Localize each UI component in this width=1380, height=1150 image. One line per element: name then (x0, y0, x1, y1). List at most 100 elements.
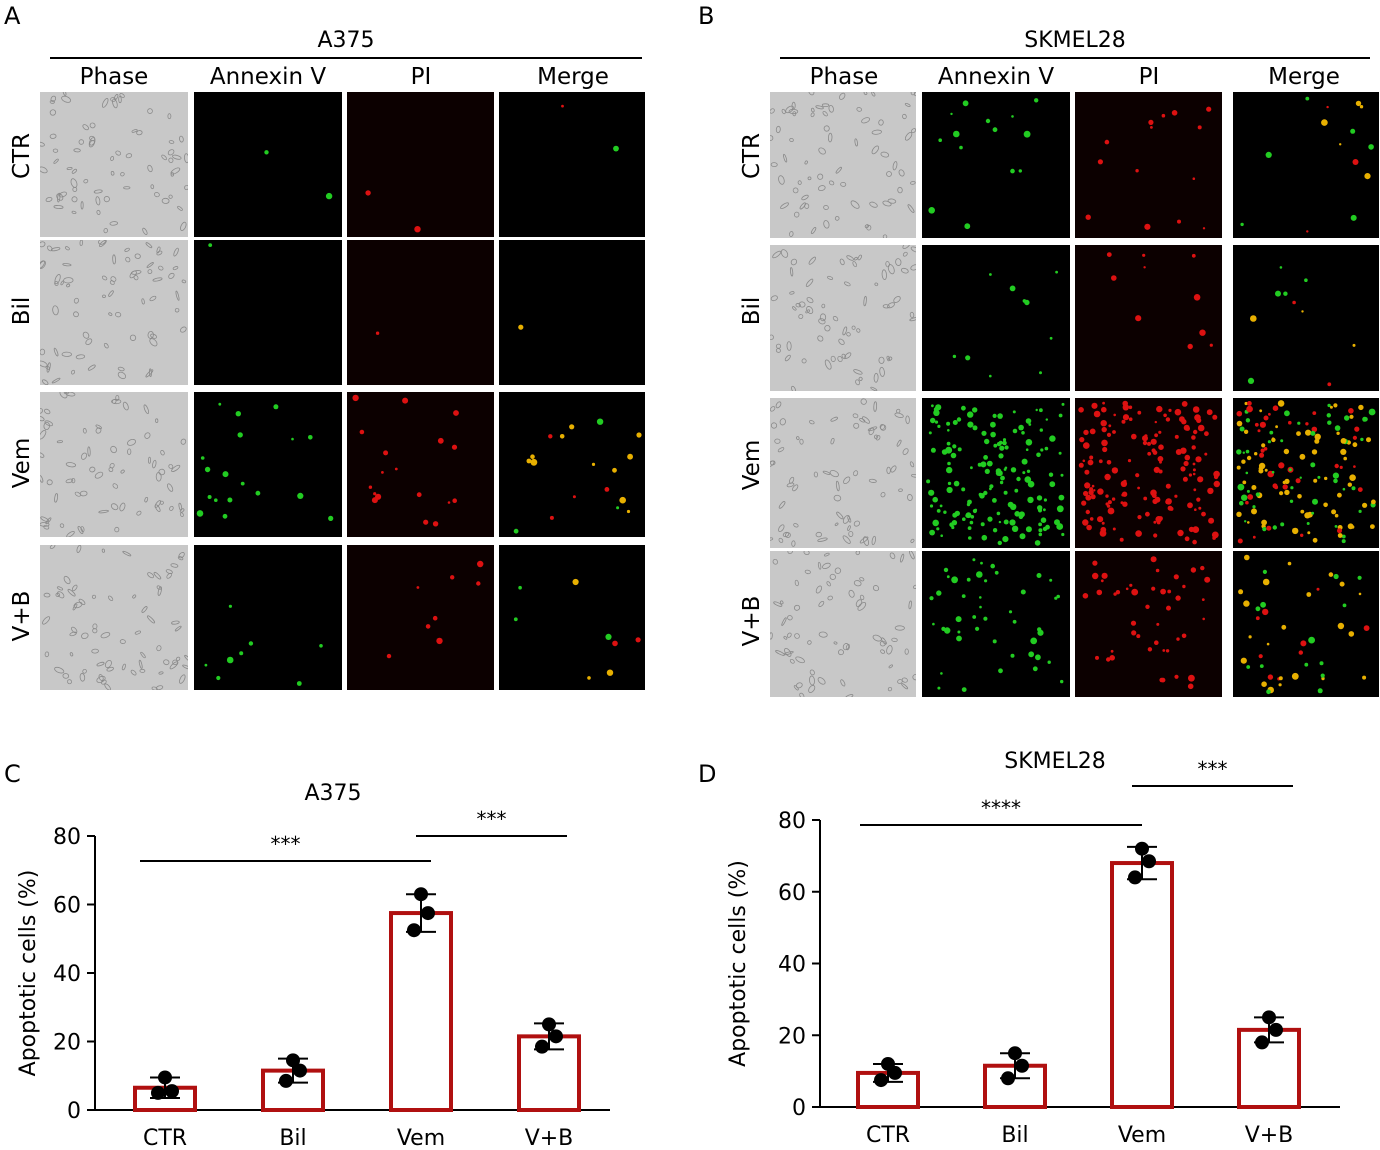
row-label-vb: V+B (739, 595, 765, 647)
micrograph-skmel28-vem-merge (1233, 398, 1379, 548)
x-tick-label: CTR (143, 1126, 187, 1150)
micrograph-skmel28-ctr-pi (1075, 92, 1222, 238)
micrograph-skmel28-vb-phase (770, 551, 916, 697)
data-point (1128, 870, 1142, 885)
x-tick-label: V+B (525, 1126, 574, 1150)
chart-title: SKMEL28 (1004, 749, 1106, 774)
micrograph-skmel28-ctr-annexin (922, 92, 1070, 238)
x-tick-label: Bil (1001, 1123, 1028, 1148)
data-point (165, 1084, 179, 1099)
micrograph-skmel28-bil-annexin (922, 245, 1070, 391)
significance-label: **** (981, 796, 1021, 820)
panel-b-title-rule (780, 57, 1370, 59)
y-tick-label: 0 (792, 1096, 806, 1121)
micrograph-a375-bil-annexin (194, 240, 342, 385)
data-point (1001, 1071, 1015, 1086)
micrograph-a375-vem-pi (347, 392, 494, 537)
row-label-ctr: CTR (9, 132, 35, 180)
data-point (1015, 1058, 1029, 1073)
data-point (421, 906, 435, 921)
col-label-pi: PI (410, 64, 432, 90)
x-tick-label: Vem (397, 1126, 445, 1150)
micrograph-skmel28-vb-merge (1233, 551, 1379, 697)
col-label-pi: PI (1138, 64, 1160, 90)
panel-a-title: A375 (317, 28, 375, 53)
y-tick-label: 20 (778, 1024, 806, 1049)
micrograph-a375-ctr-annexin (194, 92, 342, 237)
col-label-annexin: Annexin V (937, 64, 1055, 90)
row-label-ctr: CTR (739, 132, 765, 180)
micrograph-skmel28-vb-annexin (922, 551, 1070, 697)
y-tick-label: 40 (778, 953, 806, 978)
y-axis-label: Apoptotic cells (%) (16, 870, 41, 1077)
micrograph-a375-vb-pi (347, 545, 494, 690)
data-point (407, 923, 421, 938)
bar-vem (389, 911, 453, 1112)
y-tick-label: 40 (53, 962, 81, 987)
data-point (414, 887, 428, 902)
micrograph-skmel28-vem-phase (770, 398, 916, 548)
micrograph-a375-vb-merge (499, 545, 645, 690)
y-tick-label: 0 (67, 1099, 81, 1124)
col-label-merge: Merge (537, 64, 609, 90)
x-tick-label: CTR (866, 1123, 910, 1148)
micrograph-skmel28-ctr-phase (770, 92, 916, 238)
data-point (1142, 854, 1156, 869)
micrograph-a375-bil-phase (40, 240, 188, 385)
micrograph-a375-ctr-phase (40, 92, 188, 237)
micrograph-skmel28-bil-pi (1075, 245, 1222, 391)
y-tick-label: 80 (53, 825, 81, 850)
row-label-bil: Bil (739, 296, 765, 326)
data-point (535, 1039, 549, 1054)
data-point (1269, 1022, 1283, 1037)
col-label-phase: Phase (809, 64, 879, 90)
micrograph-skmel28-vem-annexin (922, 398, 1070, 548)
micrograph-a375-bil-merge (499, 240, 645, 385)
micrograph-skmel28-bil-merge (1233, 245, 1379, 391)
micrograph-skmel28-vem-pi (1075, 398, 1222, 548)
row-label-vem: Vem (739, 439, 765, 491)
y-tick-label: 80 (778, 809, 806, 834)
y-axis-label: Apoptotic cells (%) (726, 860, 751, 1067)
micrograph-skmel28-bil-phase (770, 245, 916, 391)
micrograph-a375-vb-phase (40, 545, 188, 690)
micrograph-a375-vb-annexin (194, 545, 342, 690)
data-point (1008, 1046, 1022, 1061)
data-point (888, 1065, 902, 1080)
panel-letter-c: C (4, 760, 21, 788)
significance-label: *** (1198, 757, 1228, 781)
y-tick-label: 20 (53, 1031, 81, 1056)
data-point (1262, 1010, 1276, 1025)
data-point (542, 1017, 556, 1032)
significance-label: *** (477, 807, 507, 831)
col-label-phase: Phase (79, 64, 149, 90)
bar-chart-a375: A375 0 20 40 60 80 Apoptotic cells (%) CTR Bil Ve… (16, 781, 610, 1150)
panel-letter-d: D (698, 760, 717, 788)
bar-chart-skmel28: SKMEL28 0 20 40 60 80 Apoptotic cells (%) CTR Bi… (726, 749, 1340, 1148)
bar-vem (1110, 861, 1174, 1109)
y-tick-label: 60 (53, 894, 81, 919)
row-label-vem: Vem (9, 437, 35, 489)
micrograph-a375-ctr-merge (499, 92, 645, 237)
data-point (549, 1029, 563, 1044)
data-point (158, 1070, 172, 1085)
x-tick-label: Vem (1118, 1123, 1166, 1148)
x-tick-label: V+B (1245, 1123, 1294, 1148)
panel-a-title-rule (50, 57, 642, 59)
data-point (279, 1073, 293, 1088)
micrograph-skmel28-vb-pi (1075, 551, 1222, 697)
micrograph-a375-vem-phase (40, 392, 188, 537)
data-point (1255, 1035, 1269, 1050)
data-point (151, 1085, 165, 1100)
micrograph-a375-ctr-pi (347, 92, 494, 237)
micrograph-skmel28-ctr-merge (1233, 92, 1379, 238)
data-point (286, 1053, 300, 1068)
y-tick-label: 60 (778, 881, 806, 906)
data-point (1135, 841, 1149, 856)
bar-ctr (856, 1070, 920, 1110)
col-label-annexin: Annexin V (209, 64, 327, 90)
micrograph-a375-vem-merge (499, 392, 645, 537)
panel-letter-a: A (4, 2, 21, 30)
micrograph-a375-bil-pi (347, 240, 494, 385)
row-label-vb: V+B (9, 590, 35, 642)
